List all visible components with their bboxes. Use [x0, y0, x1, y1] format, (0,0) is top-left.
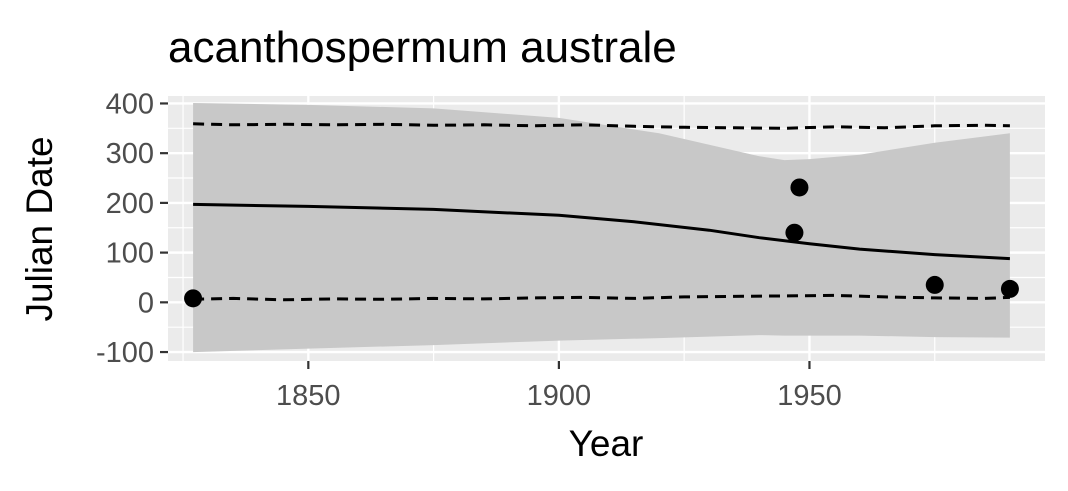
- x-axis-title: Year: [569, 423, 644, 464]
- data-point: [1000, 279, 1019, 298]
- y-tick-label: 400: [106, 88, 154, 120]
- x-tick-label: 1850: [276, 380, 341, 412]
- y-tick-label: 0: [138, 287, 154, 319]
- confidence-ribbon-layer: [193, 103, 1010, 353]
- dashed-bounds-layer: [193, 122, 1010, 302]
- fit-line-layer: [193, 202, 1010, 261]
- confidence-ribbon: [193, 103, 1010, 353]
- x-tick-label: 1950: [777, 380, 842, 412]
- y-tick-label: 200: [106, 188, 154, 220]
- data-points-layer: [184, 178, 1019, 308]
- lower-dashed-line: [193, 293, 1010, 302]
- data-point: [790, 178, 809, 197]
- upper-dashed-line: [193, 122, 1010, 130]
- y-axis: -100 0 100 200 300 400: [96, 88, 168, 369]
- fit-line: [193, 202, 1010, 261]
- data-point: [184, 289, 203, 308]
- data-point: [925, 275, 944, 294]
- x-axis: 1850 1900 1950: [276, 361, 842, 412]
- x-tick-label: 1900: [527, 380, 592, 412]
- y-axis-title: Julian Date: [19, 136, 60, 321]
- chart-title: acanthospermum australe: [168, 23, 677, 72]
- y-tick-label: -100: [96, 337, 154, 369]
- y-tick-label: 100: [106, 238, 154, 270]
- y-tick-label: 300: [106, 138, 154, 170]
- data-point: [785, 223, 804, 242]
